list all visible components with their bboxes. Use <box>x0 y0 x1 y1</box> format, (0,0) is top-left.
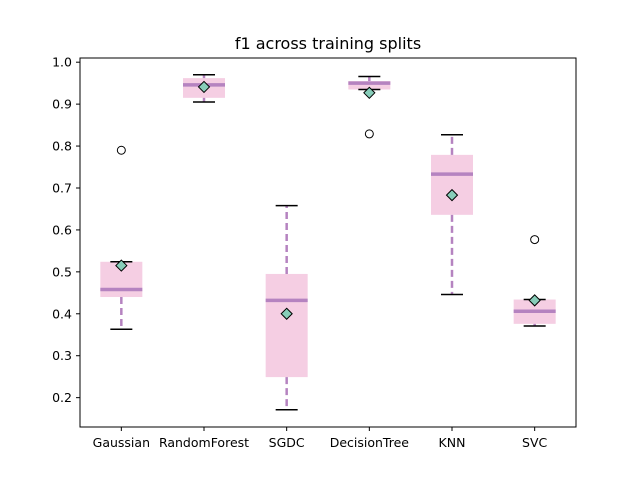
mean-marker <box>197 80 211 94</box>
box-group-randomforest <box>183 74 225 103</box>
y-tick-label: 0.7 <box>52 180 72 195</box>
y-tick-label: 0.6 <box>52 222 72 237</box>
mean-marker <box>280 307 293 320</box>
x-tick-label: SGDC <box>269 435 305 450</box>
box-group-decisiontree <box>348 75 391 139</box>
mean-marker <box>528 294 541 307</box>
y-tick-label: 0.9 <box>52 97 72 112</box>
y-tick-label: 0.8 <box>52 139 72 154</box>
x-tick-label: KNN <box>439 435 466 450</box>
outlier-point <box>364 129 374 139</box>
y-tick-label: 0.3 <box>52 348 72 363</box>
x-tick-label: SVC <box>522 435 547 450</box>
box-sgdc <box>265 273 308 378</box>
axes: Gaussian RandomForest SGDC DecisionTree KNN S… <box>52 55 547 450</box>
outlier-point <box>530 235 540 245</box>
y-tick-label: 0.4 <box>52 306 72 321</box>
outlier-point <box>116 145 126 155</box>
box-group-gaussian <box>100 145 143 331</box>
mean-marker <box>445 188 459 202</box>
chart-title: f1 across training splits <box>235 34 421 53</box>
mean-marker <box>363 86 376 100</box>
box-knn <box>431 154 473 215</box>
x-tick-label: Gaussian <box>93 435 150 450</box>
y-tick-label: 0.5 <box>52 264 72 279</box>
mean-marker <box>115 259 128 272</box>
y-tick-label: 0.2 <box>52 390 72 405</box>
axes-frame <box>79 57 577 428</box>
x-tick-label: RandomForest <box>159 435 249 450</box>
box-decisiontree <box>348 81 391 90</box>
plot-area <box>100 74 556 411</box>
x-tick-label: DecisionTree <box>330 435 410 450</box>
box-group-knn <box>431 133 473 296</box>
box-group-sgdc <box>265 204 308 411</box>
y-tick-label: 1.0 <box>52 55 72 70</box>
box-group-svc <box>513 235 556 327</box>
